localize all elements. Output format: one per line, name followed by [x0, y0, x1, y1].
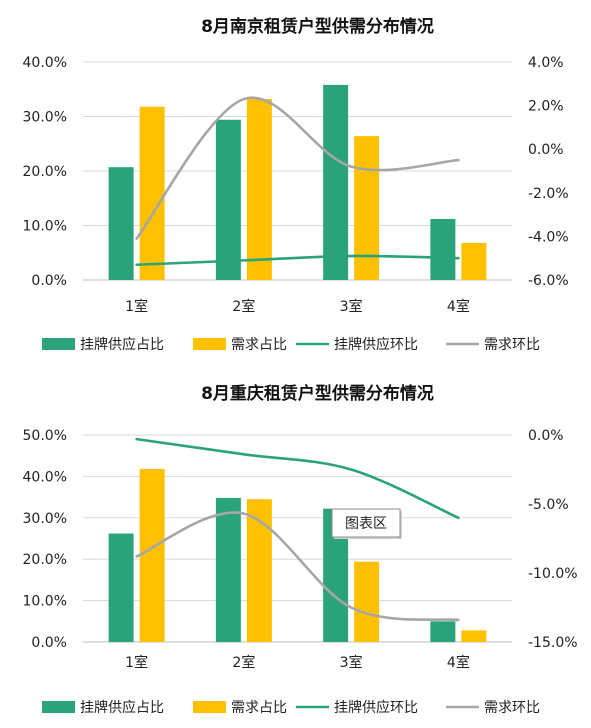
legend-swatch	[42, 338, 75, 350]
supply-mom-line	[135, 254, 460, 267]
legend-item: 挂牌供应占比	[42, 699, 164, 716]
legend-label: 需求环比	[484, 337, 540, 353]
x-tick-label: 2室	[232, 654, 255, 671]
legend-item: 需求环比	[446, 337, 540, 353]
demand-share-bar	[246, 499, 272, 642]
supply-share-bar	[215, 497, 241, 642]
demand-mom-line	[135, 511, 460, 622]
demand-share-bar	[139, 468, 165, 642]
x-tick-label: 1室	[125, 298, 148, 315]
legend-label: 需求占比	[231, 700, 287, 716]
tooltip-text: 图表区	[345, 516, 387, 532]
supply-share-bar	[215, 119, 241, 281]
y-tick-label: 10.0%	[23, 219, 67, 235]
y-tick-label: 40.0%	[23, 469, 67, 485]
chart-title: 8月重庆租赁户型供需分布情况	[201, 383, 434, 404]
y2-tick-label: 2.0%	[528, 99, 564, 115]
y-tick-label: 10.0%	[23, 594, 67, 610]
y2-tick-label: 0.0%	[528, 142, 564, 158]
y-tick-label: 20.0%	[23, 164, 67, 180]
chongqing-chart: 8月重庆租赁户型供需分布情况 0.0% 10.0% 20.0% 30.0% 40.0% 50…	[0, 364, 591, 728]
legend-item: 挂牌供应环比	[296, 336, 418, 353]
y-tick-label: 20.0%	[23, 552, 67, 568]
y-tick-label: 30.0%	[23, 511, 67, 527]
chart-title: 8月南京租赁户型供需分布情况	[201, 16, 434, 37]
y2-tick-label: -2.0%	[528, 186, 569, 202]
y2-tick-label: 4.0%	[528, 55, 564, 71]
legend: 挂牌供应占比 需求占比 挂牌供应环比 需求环比	[42, 699, 540, 716]
x-tick-label: 3室	[340, 298, 363, 315]
legend-swatch	[193, 338, 226, 350]
legend-label: 挂牌供应占比	[80, 336, 164, 353]
y2-tick-label: -5.0%	[528, 497, 569, 513]
supply-share-bar	[108, 533, 134, 642]
legend: 挂牌供应占比 需求占比 挂牌供应环比 需求环比	[42, 336, 540, 353]
y2-tick-label: -10.0%	[528, 566, 578, 582]
x-tick-label: 1室	[125, 654, 148, 671]
legend-swatch	[193, 701, 226, 713]
y2-tick-label: -4.0%	[528, 229, 569, 245]
y-tick-label: 0.0%	[31, 273, 67, 289]
legend-item: 需求环比	[446, 700, 540, 716]
demand-mom-line	[135, 96, 460, 240]
y2-tick-label: -15.0%	[528, 635, 578, 651]
supply-share-bar	[430, 621, 456, 642]
chart-area-tooltip: 图表区	[331, 508, 402, 539]
y-tick-label: 0.0%	[31, 635, 67, 651]
demand-share-bar	[461, 630, 487, 642]
demand-share-bar	[354, 136, 380, 280]
legend-item: 需求占比	[193, 337, 287, 353]
supply-share-bar	[323, 84, 349, 280]
nanjing-chart-svg: 8月南京租赁户型供需分布情况 0.0% 10.0% 20.0% 30.0% 40.0% -6…	[23, 16, 569, 353]
legend-item: 挂牌供应环比	[296, 699, 418, 716]
y-tick-label: 50.0%	[23, 428, 67, 444]
demand-share-bar	[139, 106, 165, 280]
legend-item: 需求占比	[193, 700, 287, 716]
legend-label: 挂牌供应占比	[80, 699, 164, 716]
y-tick-label: 30.0%	[23, 110, 67, 126]
legend-label: 挂牌供应环比	[334, 336, 418, 353]
supply-share-bar	[108, 167, 134, 280]
supply-share-bar	[430, 218, 456, 280]
chongqing-chart-svg: 8月重庆租赁户型供需分布情况 0.0% 10.0% 20.0% 30.0% 40.0% 50…	[23, 383, 578, 716]
x-tick-label: 3室	[340, 654, 363, 671]
y2-tick-label: 0.0%	[528, 428, 564, 444]
nanjing-chart: 8月南京租赁户型供需分布情况 0.0% 10.0% 20.0% 30.0% 40.0% -6…	[23, 16, 569, 353]
x-tick-label: 2室	[232, 298, 255, 315]
y-tick-label: 40.0%	[23, 55, 67, 71]
legend-item: 挂牌供应占比	[42, 336, 164, 353]
x-tick-label: 4室	[447, 654, 470, 671]
y2-tick-label: -6.0%	[528, 273, 569, 289]
demand-share-bar	[354, 561, 380, 642]
demand-share-bar	[461, 242, 487, 280]
legend-label: 挂牌供应环比	[334, 699, 418, 716]
x-tick-label: 4室	[447, 298, 470, 315]
legend-label: 需求环比	[484, 700, 540, 716]
supply-mom-line	[135, 437, 460, 520]
legend-swatch	[42, 701, 75, 713]
demand-share-bar	[246, 99, 272, 280]
legend-label: 需求占比	[231, 337, 287, 353]
